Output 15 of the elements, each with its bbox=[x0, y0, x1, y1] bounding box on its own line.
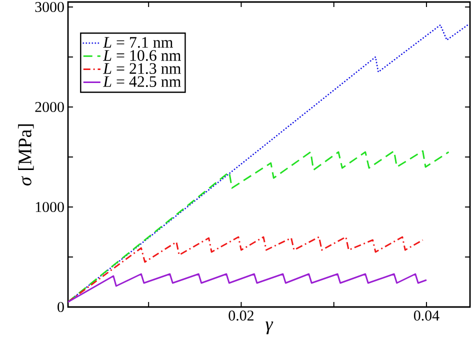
x-tick-label: 0.04 bbox=[414, 310, 440, 321]
legend-label: L = 21.3 nm bbox=[102, 63, 181, 74]
line-series bbox=[68, 236, 424, 303]
y-tick-label: 0 bbox=[58, 302, 64, 312]
y-tick-label: 2000 bbox=[35, 102, 64, 112]
y-tick-label: 3000 bbox=[35, 2, 64, 12]
legend-label: L = 42.5 nm bbox=[102, 76, 181, 88]
x-tick-label: 0.02 bbox=[228, 310, 254, 321]
y-axis-title: σ [MPa] bbox=[18, 124, 34, 186]
legend-label: L = 10.6 nm bbox=[102, 50, 181, 61]
x-axis-title: γ bbox=[266, 322, 274, 334]
line-series bbox=[68, 273, 428, 303]
y-tick-label: 1000 bbox=[36, 202, 64, 212]
line-series bbox=[68, 150, 450, 303]
legend-label: L = 7.1 nm bbox=[102, 37, 173, 48]
